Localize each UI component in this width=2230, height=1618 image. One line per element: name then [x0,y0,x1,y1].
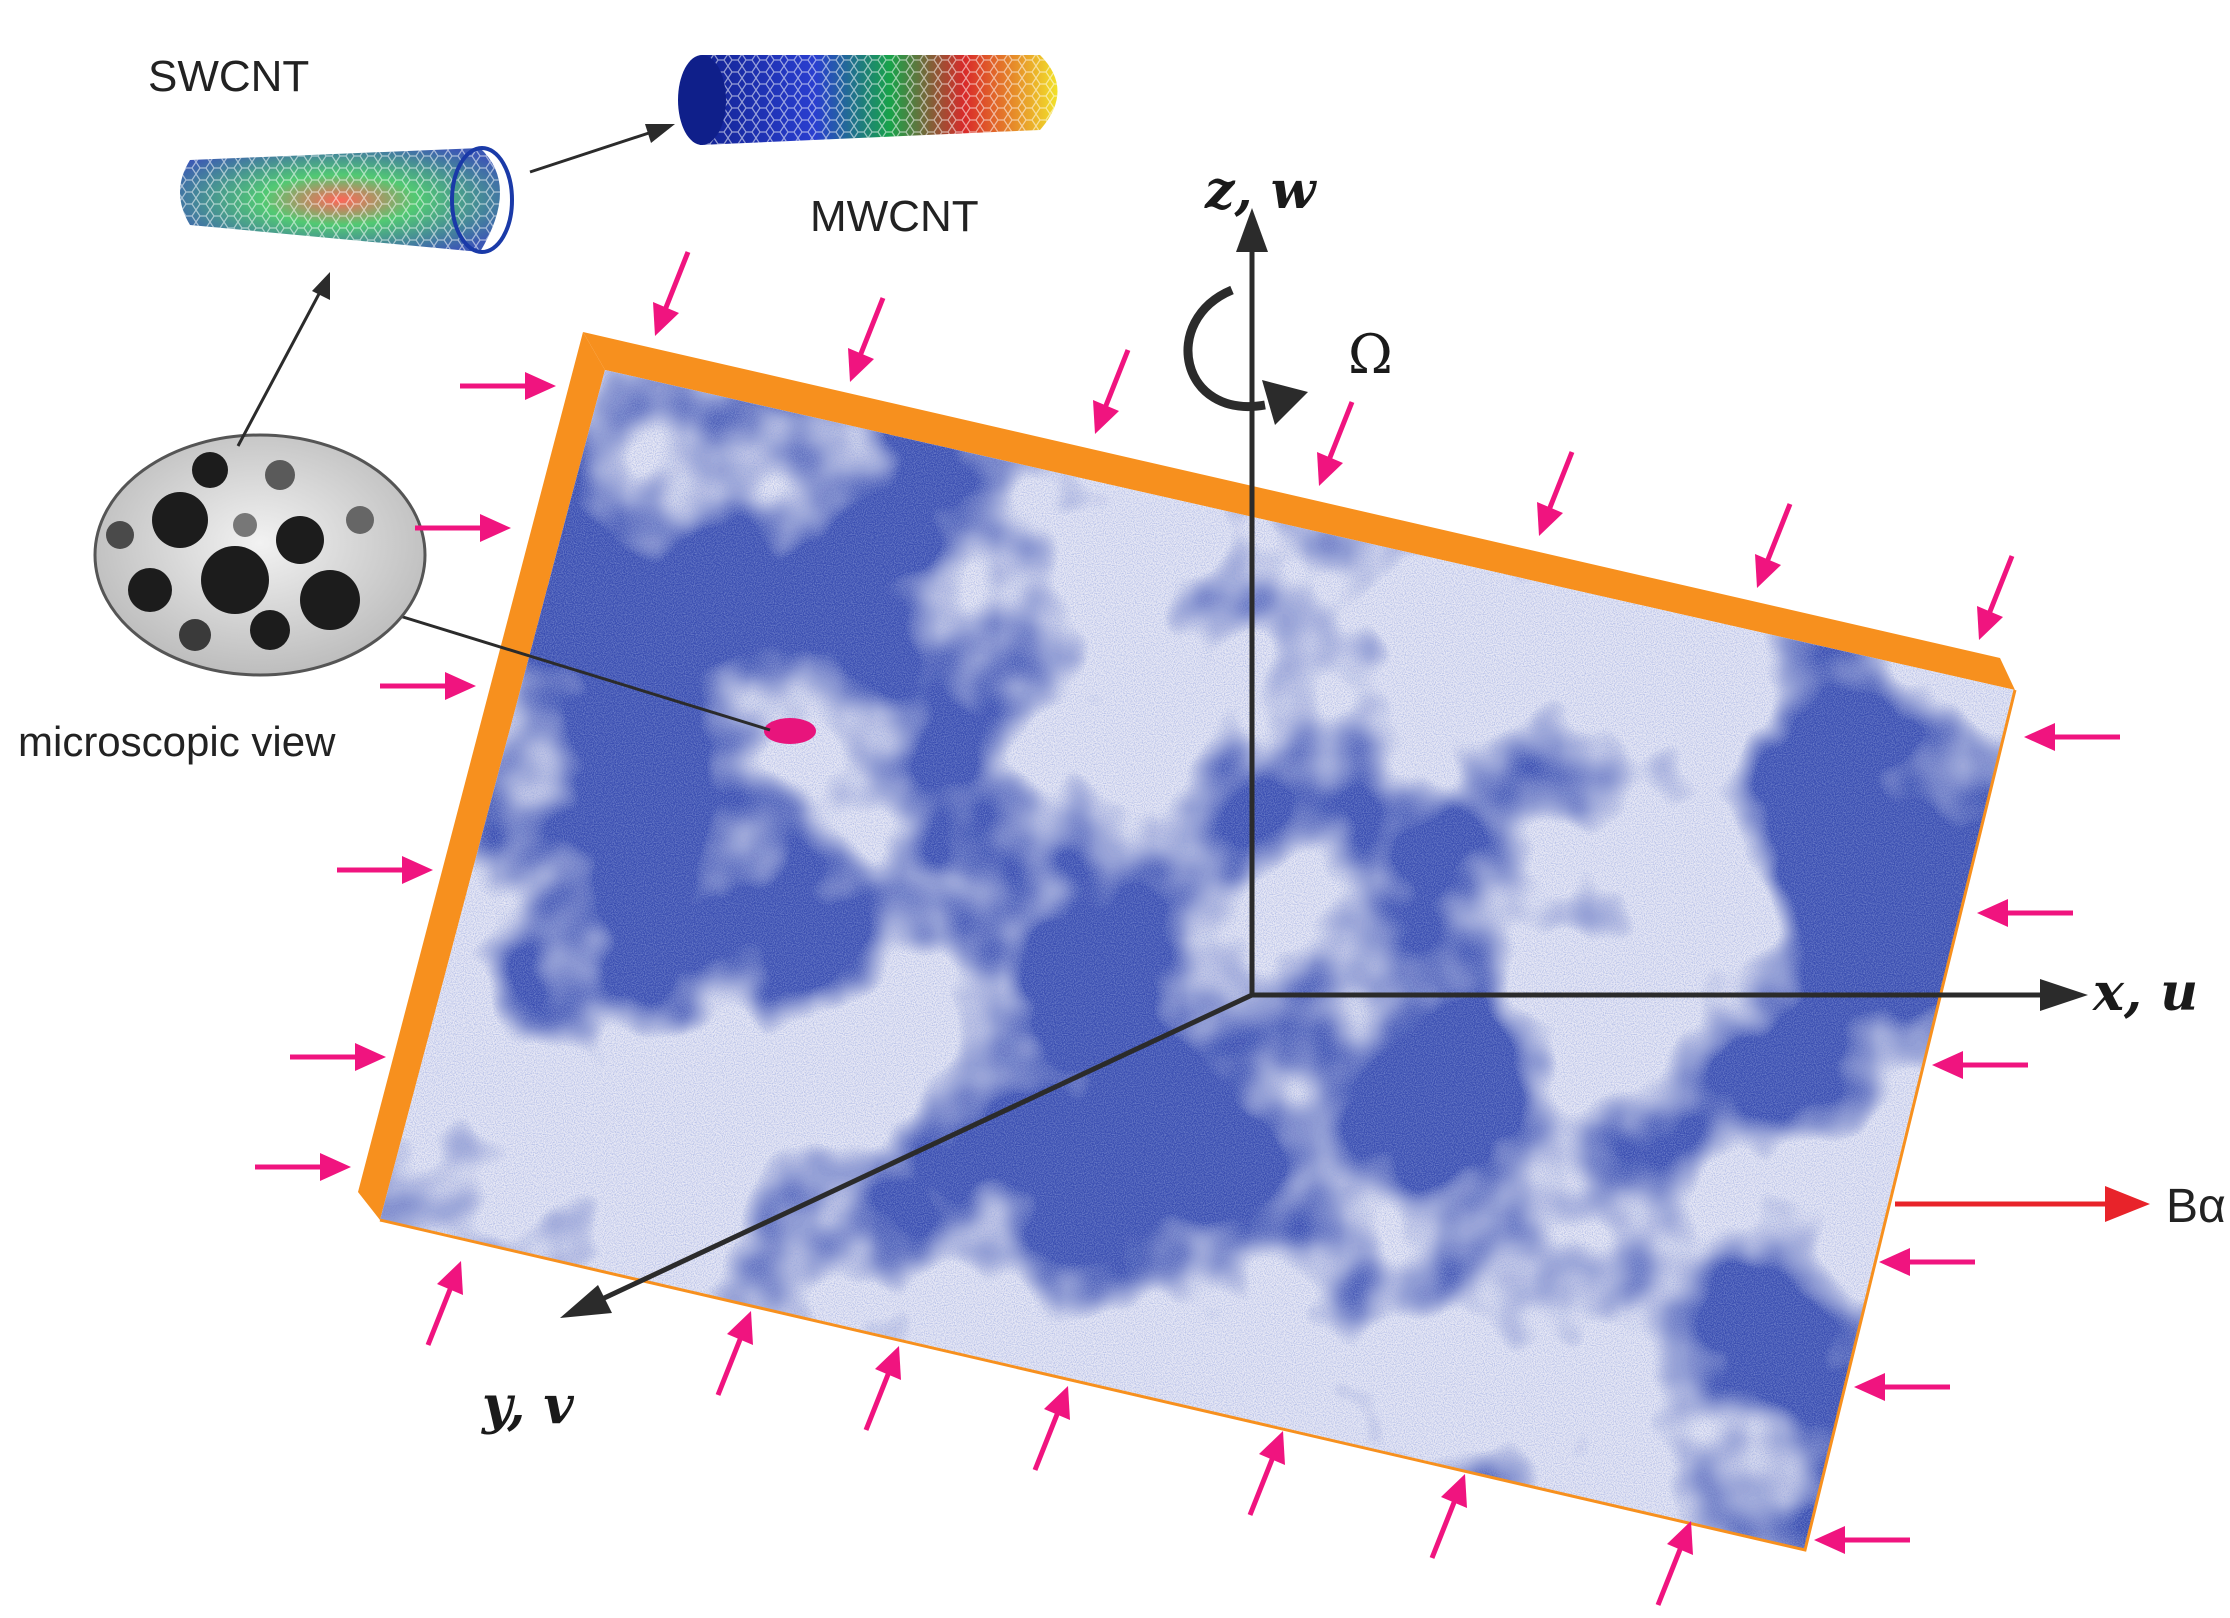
microscope-circle-icon [93,433,427,677]
load-arrow-top [1317,401,1355,486]
load-arrow-top [1977,555,2015,640]
load-arrow-right [2024,723,2120,751]
load-arrow-bottom [1247,1431,1285,1516]
axes [560,208,2088,1318]
micro-to-swcnt-arrow [236,272,330,447]
load-arrow-top [1755,503,1793,588]
load-arrow-right [1814,1526,1910,1554]
load-arrow-right [1977,899,2073,927]
rotation-arrow-icon [1183,285,1308,425]
load-arrow-right [1932,1051,2028,1079]
load-arrow-top [1537,451,1575,536]
load-arrow-left [290,1043,386,1071]
field-label: Bα [2166,1180,2226,1233]
load-arrow-bottom [1429,1474,1467,1559]
mwcnt-label: MWCNT [810,192,979,241]
load-arrow-left [460,372,556,400]
load-arrow-bottom [715,1311,753,1396]
single-walled-nanotube-icon [180,146,514,254]
load-arrow-bottom [425,1261,463,1346]
load-arrow-left [337,856,433,884]
z-axis-label: z, w [1204,160,1318,221]
load-arrow-bottom [863,1346,901,1431]
load-arrow-left [380,672,476,700]
load-arrow-top [1093,349,1131,434]
x-axis-label: x, u [2092,962,2198,1023]
plate-face [379,370,2017,1552]
swcnt-to-mwcnt-arrow [529,124,675,174]
multi-walled-nanotube-icon [678,55,1058,145]
microscopic-view-label: microscopic view [18,718,336,765]
y-axis-label: y, v [481,1375,574,1436]
load-arrow-bottom [1655,1521,1693,1606]
load-arrow-right [1879,1248,1975,1276]
omega-label: Ω [1348,323,1393,386]
load-arrow-top [653,251,691,336]
load-arrow-left [415,514,511,542]
load-arrow-top [848,297,886,382]
load-arrows [255,251,2120,1606]
field-arrow [1895,1186,2150,1222]
load-arrow-bottom [1032,1386,1070,1471]
load-arrow-left [255,1153,351,1181]
plate-edges [358,332,2015,1220]
load-arrow-right [1854,1373,1950,1401]
swcnt-label: SWCNT [148,52,309,101]
inclusion-marker [764,718,816,744]
